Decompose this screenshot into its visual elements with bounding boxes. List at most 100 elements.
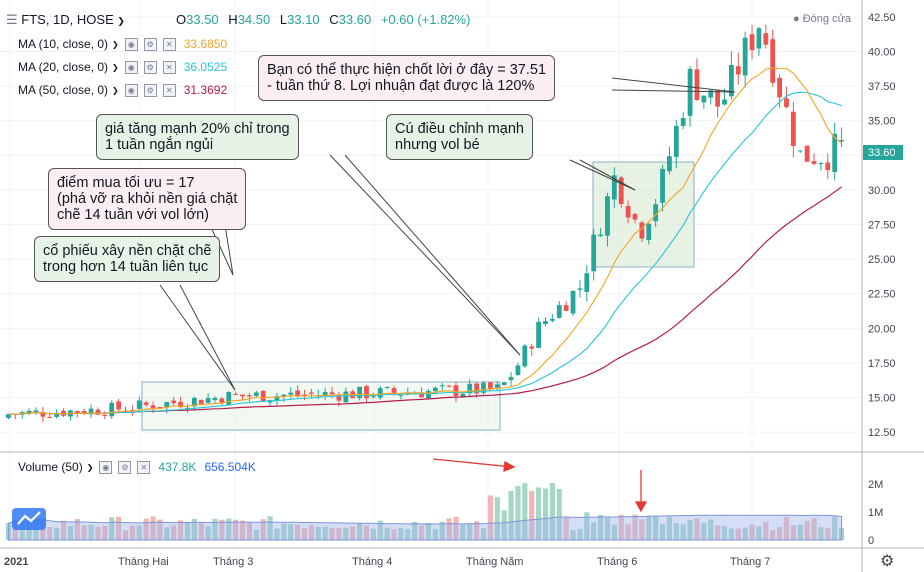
- time-label: 2021: [4, 556, 28, 568]
- settings-icon[interactable]: ⚙: [143, 37, 157, 51]
- volume-bar: [219, 519, 225, 540]
- volume-bar: [728, 528, 734, 540]
- tradingview-logo-icon[interactable]: [12, 508, 46, 530]
- volume-bar: [783, 516, 790, 540]
- volume-bar: [763, 521, 769, 540]
- annotation-correction[interactable]: Cú điều chỉnh mạnh nhưng vol bé: [386, 114, 533, 160]
- volume-bar: [102, 525, 108, 540]
- settings-icon[interactable]: ⚙: [118, 460, 132, 474]
- settings-icon[interactable]: ⚙: [143, 60, 157, 74]
- candle-body: [143, 402, 149, 405]
- volume-bar: [742, 527, 748, 540]
- chevron-down-icon[interactable]: ❯: [117, 16, 125, 26]
- price-axis[interactable]: 12.50 15.00 17.50 20.00 22.50 25.00 27.50 30.00…: [868, 12, 896, 439]
- chevron-down-icon[interactable]: ❯: [112, 62, 119, 72]
- candle-body: [467, 383, 473, 394]
- annotation-base-building[interactable]: cổ phiếu xây nền chặt chẽ trong hơn 14 t…: [34, 236, 221, 282]
- volume-bar: [246, 521, 253, 540]
- candle-body: [749, 34, 755, 51]
- volume-axis[interactable]: 0 1M 2M: [868, 479, 883, 547]
- price-tick-label: 17.50: [868, 358, 896, 370]
- candle-body: [770, 39, 776, 83]
- volume-bar: [198, 522, 204, 540]
- volume-arrows: [432, 458, 648, 513]
- candle-body: [247, 395, 252, 397]
- indicator-ma50[interactable]: MA (50, close, 0) ❯ ◉ ⚙ ✕ 31.3692: [18, 83, 228, 97]
- visibility-icon[interactable]: ◉: [124, 83, 138, 97]
- volume-bar: [618, 514, 624, 540]
- volume-bar: [646, 516, 652, 540]
- volume-bar: [797, 524, 803, 540]
- volume-bar: [129, 525, 135, 540]
- visibility-icon[interactable]: ◉: [99, 460, 113, 474]
- volume-bar: [832, 516, 838, 540]
- candle-body: [777, 77, 782, 98]
- candle-body: [364, 386, 369, 399]
- candle-body: [398, 394, 404, 396]
- volume-bar: [790, 525, 796, 540]
- volume-bar: [425, 523, 432, 540]
- candle-body: [198, 399, 204, 405]
- candle-body: [391, 388, 397, 393]
- symbol-header[interactable]: ☰ FTS, 1D, HOSE ❯: [6, 12, 125, 28]
- volume-legend[interactable]: Volume (50) ❯ ◉ ⚙ ✕ 437.8K 656.504K: [18, 460, 256, 474]
- annotation-take-profit[interactable]: Bạn có thể thực hiện chốt lời ở đây = 37…: [258, 55, 556, 101]
- volume-bar: [556, 489, 562, 540]
- volume-bar: [67, 526, 74, 540]
- close-icon[interactable]: ✕: [162, 37, 176, 51]
- time-axis[interactable]: 2021 Tháng Hai Tháng 3 Tháng 4 Tháng Năm Thán…: [4, 556, 770, 568]
- market-status: ● Đóng cửa: [793, 13, 852, 25]
- volume-bar: [432, 529, 438, 540]
- visibility-icon[interactable]: ◉: [124, 37, 138, 51]
- volume-bar: [239, 520, 246, 540]
- time-label: Tháng 6: [597, 556, 637, 568]
- volume-bar: [508, 490, 514, 540]
- volume-bar: [150, 516, 156, 540]
- candle-body: [501, 382, 507, 385]
- price-tick-label: 27.50: [868, 220, 896, 232]
- candle-body: [577, 288, 583, 290]
- candle-body: [598, 234, 603, 237]
- volume-bar: [281, 523, 287, 540]
- candle-body: [81, 411, 87, 414]
- close-icon[interactable]: ✕: [137, 460, 151, 474]
- volume-bar: [253, 529, 259, 540]
- symbol-label[interactable]: FTS, 1D, HOSE: [21, 12, 114, 27]
- settings-gear-icon[interactable]: ⚙: [880, 553, 894, 570]
- visibility-icon[interactable]: ◉: [124, 60, 138, 74]
- candle-body: [618, 177, 624, 204]
- chevron-down-icon[interactable]: ❯: [112, 85, 119, 95]
- volume-bar: [494, 497, 500, 540]
- indicator-ma20[interactable]: MA (20, close, 0) ❯ ◉ ⚙ ✕ 36.0525: [18, 60, 228, 74]
- close-icon[interactable]: ✕: [162, 83, 176, 97]
- chevron-down-icon[interactable]: ❯: [86, 462, 94, 472]
- volume-bar: [467, 523, 473, 540]
- price-tick-label: 30.00: [868, 185, 896, 197]
- candle-body: [88, 408, 94, 415]
- last-price-label: 33.60: [868, 147, 896, 159]
- volume-bar: [81, 525, 87, 540]
- indicator-ma10[interactable]: MA (10, close, 0) ❯ ◉ ⚙ ✕ 33.6850: [18, 37, 228, 51]
- candle-body: [673, 125, 679, 157]
- time-label: Tháng Hai: [118, 556, 169, 568]
- volume-bar: [74, 519, 80, 540]
- candle-body: [784, 98, 789, 107]
- annotation-buy-point[interactable]: điểm mua tối ưu = 17 (phá vỡ ra khỏi nền…: [48, 168, 247, 230]
- price-tick-label: 15.00: [868, 393, 896, 405]
- volume-bar: [770, 530, 776, 540]
- candle-body: [329, 392, 335, 395]
- chevron-down-icon[interactable]: ❯: [112, 39, 119, 49]
- annotation-price-surge[interactable]: giá tăng mạnh 20% chỉ trong 1 tuần ngắn …: [96, 114, 299, 160]
- candle-body: [591, 234, 597, 272]
- volume-bar: [205, 526, 211, 540]
- close-icon[interactable]: ✕: [162, 60, 176, 74]
- volume-bar: [453, 516, 459, 540]
- volume-bar: [515, 486, 521, 540]
- candle-body: [556, 305, 562, 318]
- candle-body: [370, 396, 376, 398]
- candle-body: [474, 383, 480, 394]
- time-label: Tháng Năm: [466, 556, 523, 568]
- settings-icon[interactable]: ⚙: [143, 83, 157, 97]
- candle-body: [150, 405, 156, 409]
- ma10-line: [8, 67, 842, 415]
